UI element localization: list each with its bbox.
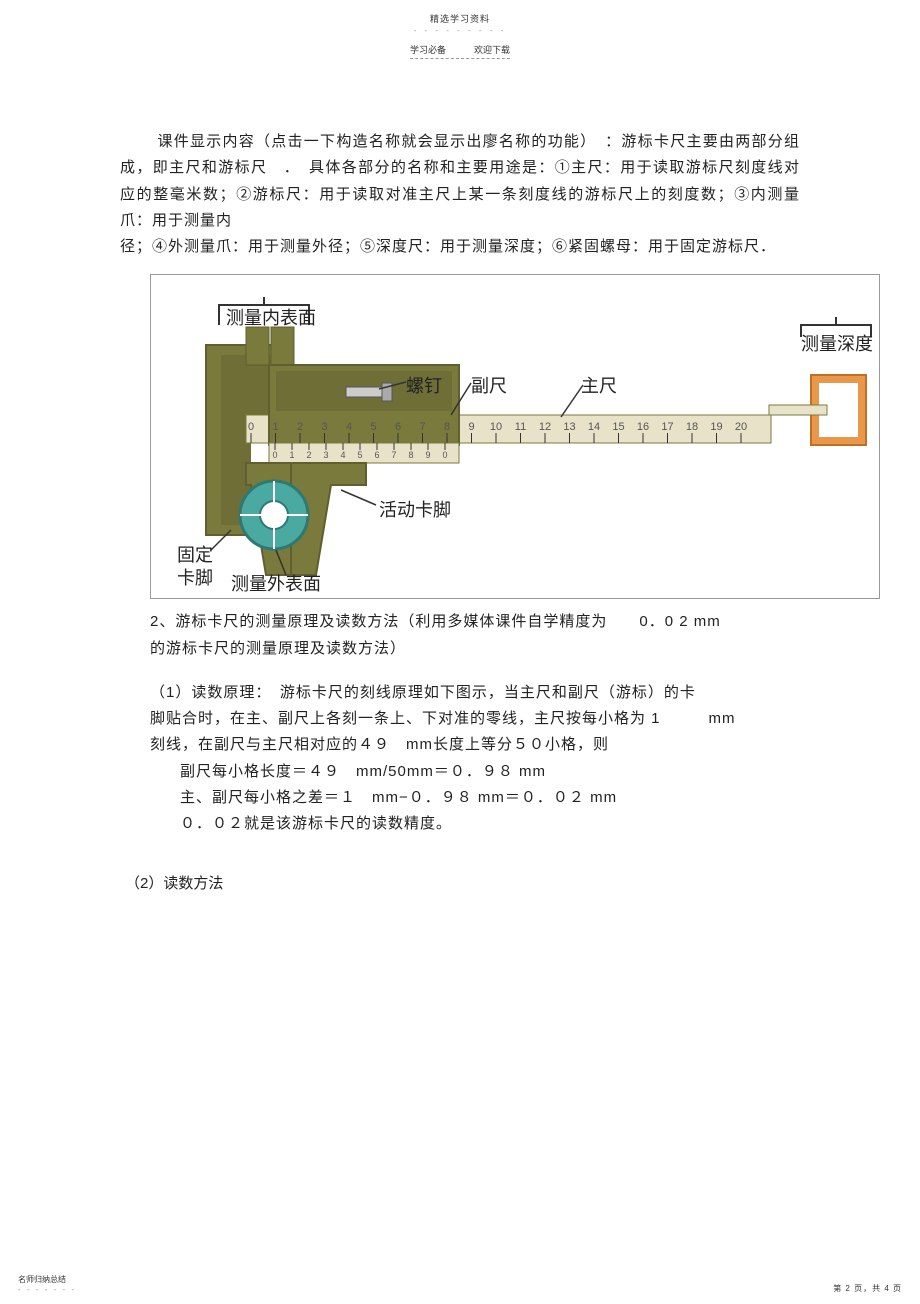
svg-text:1: 1 [272,421,278,433]
page-header: 精选学习资料 - - - - - - - - - 学习必备 欢迎下载 [0,0,920,59]
label-screw: 螺钉 [406,371,442,403]
svg-text:5: 5 [370,421,376,433]
svg-text:16: 16 [637,421,649,433]
svg-text:5: 5 [357,450,362,460]
s2-line2: 的游标卡尺的测量原理及读数方法） [150,636,860,662]
footer-left-dots: - - - - - - - [18,1285,76,1294]
svg-text:2: 2 [306,450,311,460]
svg-text:20: 20 [735,421,747,433]
s2-line3: （1）读数原理： 游标卡尺的刻线原理如下图示，当主尺和副尺（游标）的卡 [150,680,860,706]
svg-text:0: 0 [442,450,447,460]
svg-text:2: 2 [297,421,303,433]
svg-text:3: 3 [323,450,328,460]
svg-text:14: 14 [588,421,600,433]
svg-text:9: 9 [425,450,430,460]
svg-text:13: 13 [563,421,575,433]
main-content: 课件显示内容（点击一下构造名称就会显示出廖名称的功能） ：游标卡尺主要由两部分组… [0,59,920,837]
label-vernier: 副尺 [471,371,507,403]
caliper-diagram: 01234567891011121314151617181920 0123456… [150,274,880,599]
header-sub-right: 欢迎下载 [474,45,510,55]
section-2: 2、游标卡尺的测量原理及读数方法（利用多媒体课件自学精度为 0．0 2 mm 的… [120,609,860,837]
svg-text:19: 19 [710,421,722,433]
label-fixed-jaw-2: 卡脚 [177,563,213,595]
svg-text:3: 3 [321,421,327,433]
svg-text:10: 10 [490,421,502,433]
svg-text:6: 6 [374,450,379,460]
header-small-title: 精选学习资料 [0,12,920,25]
svg-text:12: 12 [539,421,551,433]
paragraph-2: 径；④外测量爪：用于测量外径；⑤深度尺：用于测量深度；⑥紧固螺母：用于固定游标尺… [120,234,800,260]
svg-text:17: 17 [661,421,673,433]
header-dash-row: - - - - - - - - - [0,26,920,35]
s2-line9: （2）读数方法 [125,872,223,893]
label-inner-surface: 测量内表面 [226,303,316,335]
s2-line4: 脚贴合时，在主、副尺上各刻一条上、下对准的零线，主尺按每小格为 1 mm [150,706,860,732]
s2-line1: 2、游标卡尺的测量原理及读数方法（利用多媒体课件自学精度为 0．0 2 mm [150,609,860,635]
s2-line7: 主、副尺每小格之差＝１ mm−０．９８ mm＝０．０２ mm [150,785,860,811]
spacer [150,662,860,680]
svg-text:8: 8 [444,421,450,433]
svg-text:15: 15 [612,421,624,433]
footer-right: 第 2 页，共 4 页 [833,1283,902,1294]
svg-text:4: 4 [346,421,352,433]
label-outer-surface: 测量外表面 [231,569,321,601]
svg-text:8: 8 [408,450,413,460]
svg-text:18: 18 [686,421,698,433]
footer-left-text: 名师归纳总结 [18,1274,76,1285]
svg-text:4: 4 [340,450,345,460]
svg-text:7: 7 [419,421,425,433]
footer-left: 名师归纳总结 - - - - - - - [18,1274,76,1294]
svg-text:7: 7 [391,450,396,460]
label-movable-jaw: 活动卡脚 [379,495,451,527]
s2-line5: 刻线，在副尺与主尺相对应的４９ mm长度上等分５０小格，则 [150,732,860,758]
svg-text:1: 1 [289,450,294,460]
svg-text:0: 0 [248,421,254,433]
paragraph-1: 课件显示内容（点击一下构造名称就会显示出廖名称的功能） ：游标卡尺主要由两部分组… [120,129,800,234]
header-sub-left: 学习必备 [410,45,446,55]
svg-text:11: 11 [515,421,526,433]
s2-line8: ０．０２就是该游标卡尺的读数精度。 [150,811,860,837]
s2-line6: 副尺每小格长度＝４９ mm/50mm＝０．９８ mm [150,759,860,785]
svg-text:9: 9 [468,421,474,433]
label-main-scale: 主尺 [581,371,617,403]
svg-text:6: 6 [395,421,401,433]
svg-text:0: 0 [272,450,277,460]
label-depth: 测量深度 [801,329,873,361]
header-subtitle: 学习必备 欢迎下载 [410,43,510,59]
